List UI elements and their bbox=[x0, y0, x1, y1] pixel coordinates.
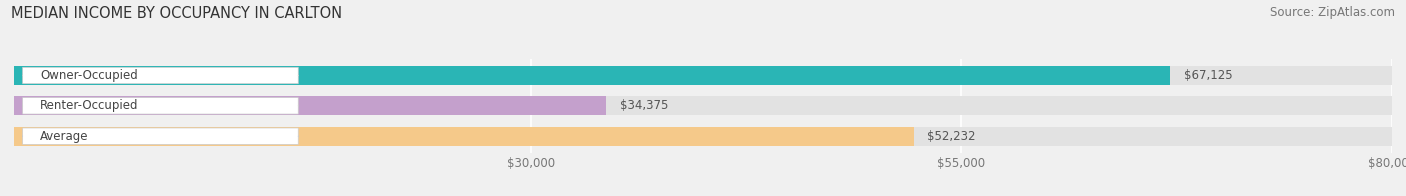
Bar bbox=[14, 66, 1392, 85]
Text: $67,125: $67,125 bbox=[1184, 69, 1233, 82]
Text: MEDIAN INCOME BY OCCUPANCY IN CARLTON: MEDIAN INCOME BY OCCUPANCY IN CARLTON bbox=[11, 6, 343, 21]
Text: Renter-Occupied: Renter-Occupied bbox=[39, 99, 138, 112]
Bar bbox=[14, 96, 1392, 115]
FancyBboxPatch shape bbox=[22, 98, 298, 114]
Text: $34,375: $34,375 bbox=[620, 99, 668, 112]
Bar bbox=[14, 96, 606, 115]
Text: Owner-Occupied: Owner-Occupied bbox=[39, 69, 138, 82]
Bar bbox=[14, 66, 1170, 85]
Bar bbox=[14, 127, 1392, 146]
Text: Average: Average bbox=[39, 130, 89, 143]
Text: Source: ZipAtlas.com: Source: ZipAtlas.com bbox=[1270, 6, 1395, 19]
Text: $52,232: $52,232 bbox=[928, 130, 976, 143]
Bar bbox=[14, 127, 914, 146]
FancyBboxPatch shape bbox=[22, 67, 298, 84]
FancyBboxPatch shape bbox=[22, 128, 298, 144]
